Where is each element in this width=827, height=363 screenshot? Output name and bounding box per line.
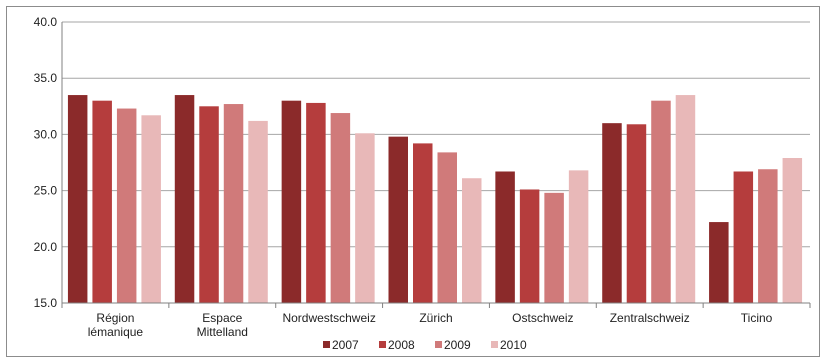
bar-2008 [519, 189, 540, 303]
y-tick-label: 40.0 [34, 15, 58, 29]
bar-2009 [544, 192, 564, 303]
bar-2007 [281, 100, 302, 304]
bar-2007 [67, 95, 88, 303]
bar-2008 [413, 143, 433, 303]
chart-frame: 15.0 20.0 25.0 30.0 35.0 40.0 Région lémanique… [6, 6, 820, 357]
bar-2007 [602, 123, 622, 303]
legend-swatch-2008 [379, 341, 386, 348]
y-tick-label: 25.0 [34, 184, 58, 198]
bar-2010 [355, 133, 375, 303]
bar-2010 [782, 158, 803, 303]
y-axis: 15.0 20.0 25.0 30.0 35.0 40.0 [34, 15, 63, 310]
bar-2009 [330, 113, 351, 303]
bar-2009 [223, 104, 244, 303]
legend-swatch-2007 [323, 341, 330, 348]
bar-2007 [495, 171, 515, 303]
bar-2009 [758, 169, 778, 303]
bar-2007 [709, 222, 729, 303]
legend-label-2007: 2007 [332, 338, 359, 352]
bar-2007 [174, 95, 195, 303]
legend-label-2008: 2008 [388, 338, 415, 352]
legend-label-2009: 2009 [444, 338, 471, 352]
bar-chart: 15.0 20.0 25.0 30.0 35.0 40.0 Régionlémanique… [34, 15, 811, 352]
bar-2007 [388, 136, 408, 303]
category-label: Mittelland [197, 325, 248, 339]
bar-2009 [437, 152, 457, 303]
category-label: Ticino [741, 311, 773, 325]
y-tick-label: 15.0 [34, 296, 58, 310]
category-label: Région [96, 311, 134, 325]
legend-swatch-2010 [491, 341, 498, 348]
legend: 2007 2008 2009 2010 [323, 338, 527, 352]
bar-2008 [92, 100, 112, 304]
y-tick-label: 30.0 [34, 127, 58, 141]
bar-2009 [116, 108, 137, 303]
category-label: lémanique [88, 325, 144, 339]
category-label: Zürich [419, 311, 452, 325]
bar-2010 [675, 95, 696, 303]
bar-2008 [199, 106, 219, 303]
bar-2010 [141, 115, 161, 304]
category-label: Espace [202, 311, 242, 325]
category-label: Zentralschweiz [610, 311, 690, 325]
category-label: Nordwestschweiz [282, 311, 375, 325]
bar-2010 [462, 178, 482, 303]
y-tick-label: 35.0 [34, 71, 58, 85]
category-label: Ostschweiz [512, 311, 573, 325]
bar-2008 [626, 124, 647, 303]
bar-2008 [306, 102, 326, 303]
bar-2009 [651, 100, 671, 304]
legend-label-2010: 2010 [500, 338, 527, 352]
bars [67, 95, 803, 304]
bar-2010 [568, 170, 589, 303]
bar-2008 [733, 171, 754, 303]
gridlines [62, 21, 810, 304]
legend-swatch-2009 [435, 341, 442, 348]
bar-2010 [248, 120, 268, 303]
y-tick-label: 20.0 [34, 240, 58, 254]
